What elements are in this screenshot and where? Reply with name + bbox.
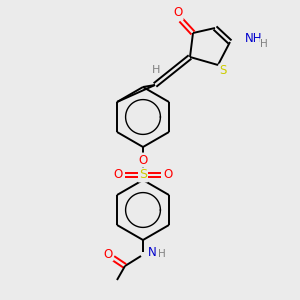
Text: O: O [173,7,183,20]
Text: H: H [152,65,160,75]
Text: H: H [260,39,268,49]
Text: S: S [219,64,227,77]
Text: O: O [164,169,172,182]
Text: O: O [113,169,123,182]
Text: O: O [138,154,148,166]
Text: N: N [148,245,157,259]
Text: O: O [103,248,112,260]
Text: S: S [139,169,147,182]
Text: H: H [158,249,166,259]
Text: NH: NH [245,32,262,46]
